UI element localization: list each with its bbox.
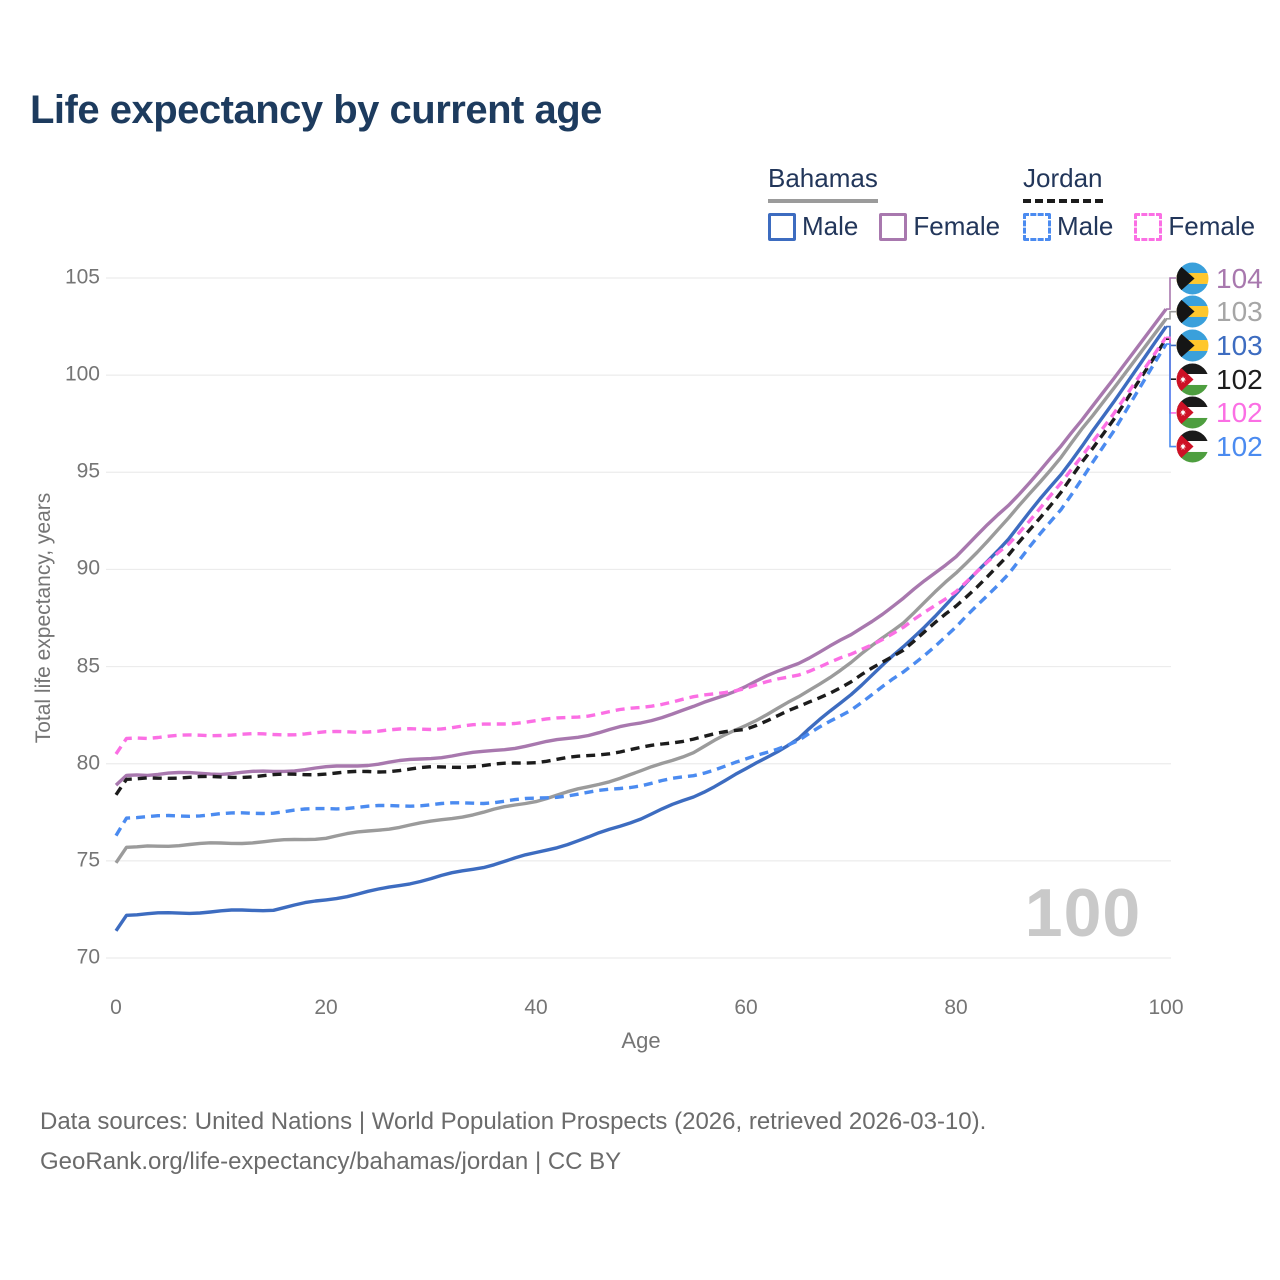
page-title: Life expectancy by current age xyxy=(30,88,602,132)
x-axis-title: Age xyxy=(621,1028,661,1053)
legend-label-bahamas-female[interactable]: Female xyxy=(913,211,1001,241)
x-tick-60: 60 xyxy=(734,996,758,1019)
jordan-flag-icon xyxy=(1176,363,1209,396)
legend-label-jordan-male[interactable]: Male xyxy=(1057,211,1114,241)
legend-swatch-bahamas-female[interactable] xyxy=(879,212,908,241)
end-value-bahamas_female: 104 xyxy=(1216,262,1263,294)
end-label-row-bahamas_all: 103 xyxy=(1176,295,1263,328)
y-tick-95: 95 xyxy=(76,459,100,483)
end-value-bahamas_male: 103 xyxy=(1216,329,1263,361)
end-value-bahamas_all: 103 xyxy=(1216,296,1263,328)
legend-country-bahamas: Bahamas xyxy=(768,163,878,203)
legend-swatch-jordan-female[interactable] xyxy=(1134,212,1163,241)
x-tick-40: 40 xyxy=(524,996,548,1019)
x-tick-80: 80 xyxy=(944,996,968,1019)
end-label-row-bahamas_male: 103 xyxy=(1176,329,1263,362)
end-label-connector-bahamas_male xyxy=(1166,325,1176,347)
x-tick-100: 100 xyxy=(1148,996,1184,1019)
legend-items-jordan: Male Female xyxy=(1023,211,1276,242)
y-tick-85: 85 xyxy=(76,654,100,678)
legend-items-bahamas: Male Female xyxy=(768,211,1021,242)
y-tick-80: 80 xyxy=(76,751,100,775)
bahamas-flag-icon xyxy=(1176,329,1209,362)
legend-swatch-jordan-male[interactable] xyxy=(1023,212,1051,241)
legend-swatch-bahamas-male[interactable] xyxy=(768,212,796,241)
y-tick-100: 100 xyxy=(64,362,100,386)
end-value-jordan_female: 102 xyxy=(1216,397,1263,429)
end-label-row-jordan_female: 102 xyxy=(1176,396,1263,429)
legend-label-bahamas-male[interactable]: Male xyxy=(802,211,859,241)
y-tick-75: 75 xyxy=(76,848,100,872)
bahamas-flag-icon xyxy=(1176,262,1209,295)
y-axis-title: Total life expectancy, years xyxy=(32,492,55,744)
end-label-row-bahamas_female: 104 xyxy=(1176,262,1263,295)
end-value-jordan_male: 102 xyxy=(1216,431,1263,463)
bahamas-flag-icon xyxy=(1176,295,1209,328)
legend-group-jordan: Jordan Male Female xyxy=(1023,163,1276,242)
end-value-jordan_all: 102 xyxy=(1216,363,1263,395)
legend-country-jordan: Jordan xyxy=(1023,163,1103,203)
attribution-text: GeoRank.org/life-expectancy/bahamas/jord… xyxy=(40,1148,622,1175)
end-label-row-jordan_male: 102 xyxy=(1176,430,1263,463)
y-tick-105: 105 xyxy=(64,265,100,289)
series-line-jordan_female xyxy=(114,336,1168,755)
data-sources-text: Data sources: United Nations | World Pop… xyxy=(40,1108,987,1135)
x-tick-20: 20 xyxy=(314,996,338,1019)
jordan-flag-icon xyxy=(1176,430,1209,463)
series-line-bahamas_all xyxy=(114,317,1168,864)
series-line-jordan_male xyxy=(114,343,1168,837)
end-label-connector-jordan_male xyxy=(1166,343,1176,448)
end-label-row-jordan_all: 102 xyxy=(1176,363,1263,396)
age-watermark: 100 xyxy=(1024,875,1142,951)
series-line-jordan_all xyxy=(114,338,1168,796)
y-tick-70: 70 xyxy=(76,945,100,969)
end-label-connector-bahamas_female xyxy=(1166,277,1176,310)
legend-label-jordan-female[interactable]: Female xyxy=(1168,211,1256,241)
series-line-bahamas_female xyxy=(114,308,1168,787)
jordan-flag-icon xyxy=(1176,396,1209,429)
x-tick-0: 0 xyxy=(110,996,122,1019)
legend-group-bahamas: Bahamas Male Female xyxy=(768,163,1021,242)
series-line-bahamas_male xyxy=(114,325,1168,932)
y-tick-90: 90 xyxy=(76,556,100,580)
end-label-connector-bahamas_all xyxy=(1166,310,1176,320)
